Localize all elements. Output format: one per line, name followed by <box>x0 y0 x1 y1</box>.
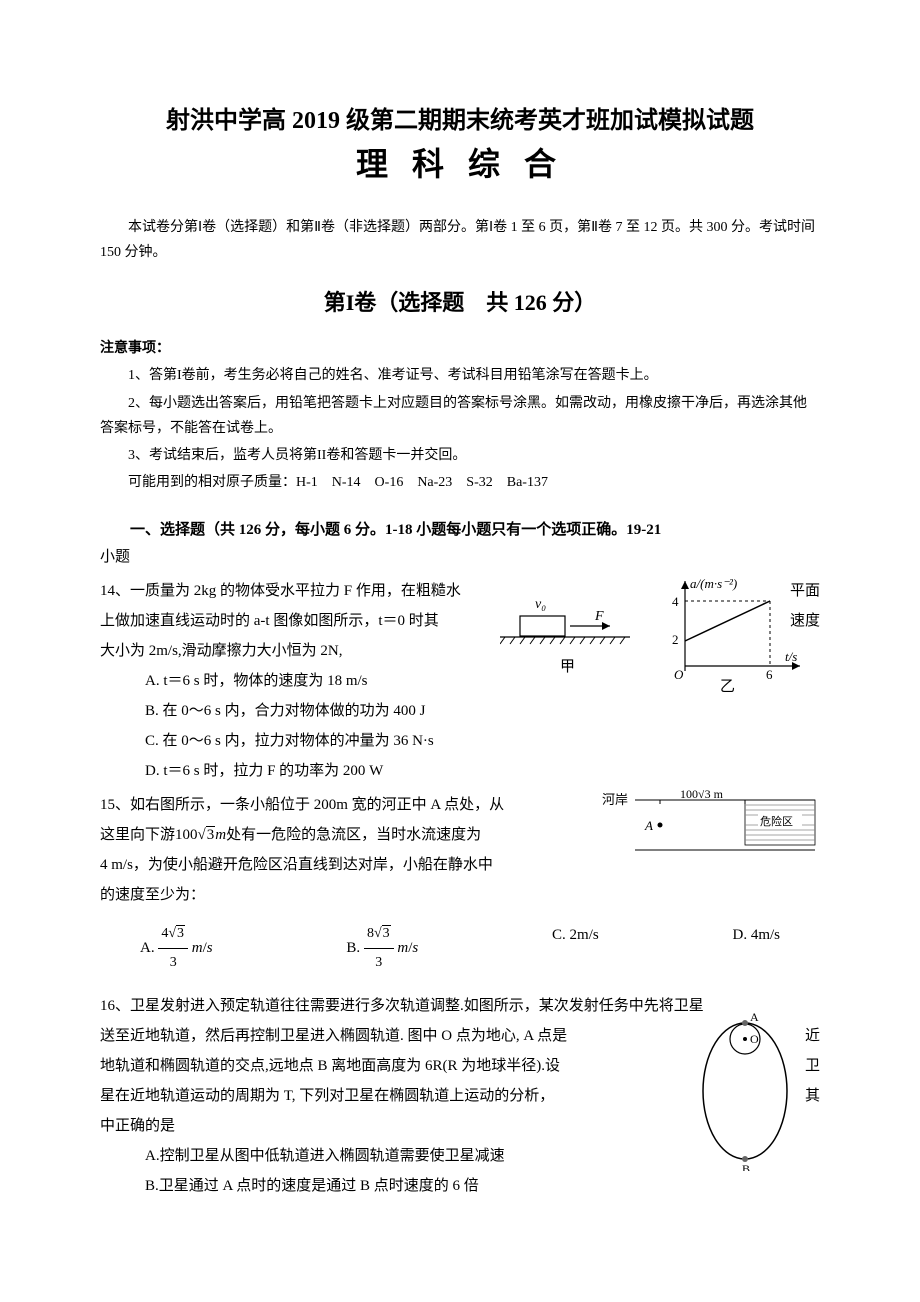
q14-origin: O <box>674 667 684 682</box>
exam-title-line2: 理 科 综 合 <box>100 139 820 185</box>
q16-stem-l3r: 卫 <box>805 1051 820 1081</box>
q15-stem-l4: 的速度至少为： <box>100 880 820 910</box>
q14-fig-b-caption: 乙 <box>720 679 735 695</box>
q14-ytick-4: 4 <box>672 594 679 609</box>
q14-F-label: F <box>594 609 604 624</box>
notice-item-2: 2、每小题选出答案后，用铅笔把答题卡上对应题目的答案标号涂黑。如需改动，用橡皮擦… <box>100 391 820 441</box>
question-16: 16、卫星发射进入预定轨道往往需要进行多次轨道调整.如图所示，某次发射任务中先将… <box>100 991 820 1201</box>
questions-heading: 一、选择题（共 126 分，每小题 6 分。1-18 小题每小题只有一个选项正确… <box>100 515 820 545</box>
q15-opt-b: B. 833 m/s <box>346 920 418 977</box>
q15-l2-post: 处有一危险的急流区，当时水流速度为 <box>226 827 481 843</box>
q15-danger-label: 危险区 <box>760 814 793 828</box>
q15-dist-label: 100√3 m <box>680 790 724 801</box>
notice-item-3: 3、考试结束后，监考人员将第II卷和答题卡一并交回。 <box>100 443 820 468</box>
q15-bank-label: 河岸 <box>602 792 628 807</box>
q14-stem-l1: 14、一质量为 2kg 的物体受水平拉力 F 作用，在粗糙水 <box>100 576 461 606</box>
q15-l2-pre: 这里向下游 <box>100 827 175 843</box>
q14-opt-c: C. 在 0～6 s 内，拉力对物体的冲量为 36 N·s <box>100 726 820 756</box>
q16-B-label: B <box>742 1162 750 1171</box>
q16-figure: O A B <box>690 1011 800 1161</box>
questions-heading-sub: 小题 <box>100 545 820 566</box>
q14-v0-label: v₀ <box>535 597 546 612</box>
q14-xlabel: t/s <box>785 649 797 664</box>
section1-header: 第I卷（选择题 共 126 分） <box>100 285 820 317</box>
question-14: 14、一质量为 2kg 的物体受水平拉力 F 作用，在粗糙水 平面 上做加速直线… <box>100 576 820 786</box>
q15-opt-a: A. 433 m/s <box>140 920 213 977</box>
q15-A-label: A <box>644 818 653 833</box>
q16-stem-l4r: 其 <box>805 1081 820 1111</box>
notice-title: 注意事项： <box>100 337 820 357</box>
exam-title-line1: 射洪中学高 2019 级第二期期末统考英才班加试模拟试题 <box>100 100 820 135</box>
q14-figure-graph: a/(m·s⁻²) t/s 4 2 6 O 乙 <box>660 576 800 686</box>
atomic-mass-info: 可能用到的相对原子质量：H-1 N-14 O-16 Na-23 S-32 Ba-… <box>100 470 820 495</box>
q15-opt-c: C. 2m/s <box>552 920 599 977</box>
exam-intro: 本试卷分第Ⅰ卷（选择题）和第Ⅱ卷（非选择题）两部分。第Ⅰ卷 1 至 6 页，第Ⅱ… <box>100 215 820 265</box>
q14-xtick-6: 6 <box>766 667 773 682</box>
q14-figure-block: v₀ F 甲 <box>500 586 640 666</box>
q14-opt-d: D. t＝6 s 时，拉力 F 的功率为 200 W <box>100 756 820 786</box>
q16-stem-l3: 地轨道和椭圆轨道的交点,远地点 B 离地面高度为 6R(R 为地球半径).设 <box>100 1051 560 1081</box>
q16-stem-l2: 送至近地轨道，然后再控制卫星进入椭圆轨道. 图中 O 点为地心, A 点是 <box>100 1021 567 1051</box>
q16-stem-l2r: 近 <box>805 1021 820 1051</box>
q15-figure: 河岸 100√3 m A 危险区 <box>600 790 820 870</box>
q16-stem-l4: 星在近地轨道运动的周期为 T, 下列对卫星在椭圆轨道上运动的分析， <box>100 1081 554 1111</box>
q14-stem-l2: 上做加速直线运动时的 a-t 图像如图所示，t＝0 时其 <box>100 606 439 636</box>
q16-O-label: O <box>750 1032 759 1046</box>
notice-item-1: 1、答第I卷前，考生务必将自己的姓名、准考证号、考试科目用铅笔涂写在答题卡上。 <box>100 363 820 388</box>
q14-opt-b: B. 在 0～6 s 内，合力对物体做的功为 400 J <box>100 696 820 726</box>
q14-ytick-2: 2 <box>672 632 679 647</box>
q14-ylabel: a/(m·s⁻²) <box>690 576 737 591</box>
q15-opt-d: D. 4m/s <box>732 920 780 977</box>
q14-fig-a-caption: 甲 <box>560 659 575 675</box>
q16-A-label: A <box>750 1011 759 1024</box>
q16-opt-b: B.卫星通过 A 点时的速度是通过 B 点时速度的 6 倍 <box>100 1171 820 1201</box>
q15-l2-val: 1003m <box>175 827 226 843</box>
question-15: 15、如右图所示，一条小船位于 200m 宽的河正中 A 点处，从 这里向下游1… <box>100 790 820 987</box>
q15-options-row: A. 433 m/s B. 833 m/s C. 2m/s D. 4m/s <box>100 910 820 987</box>
